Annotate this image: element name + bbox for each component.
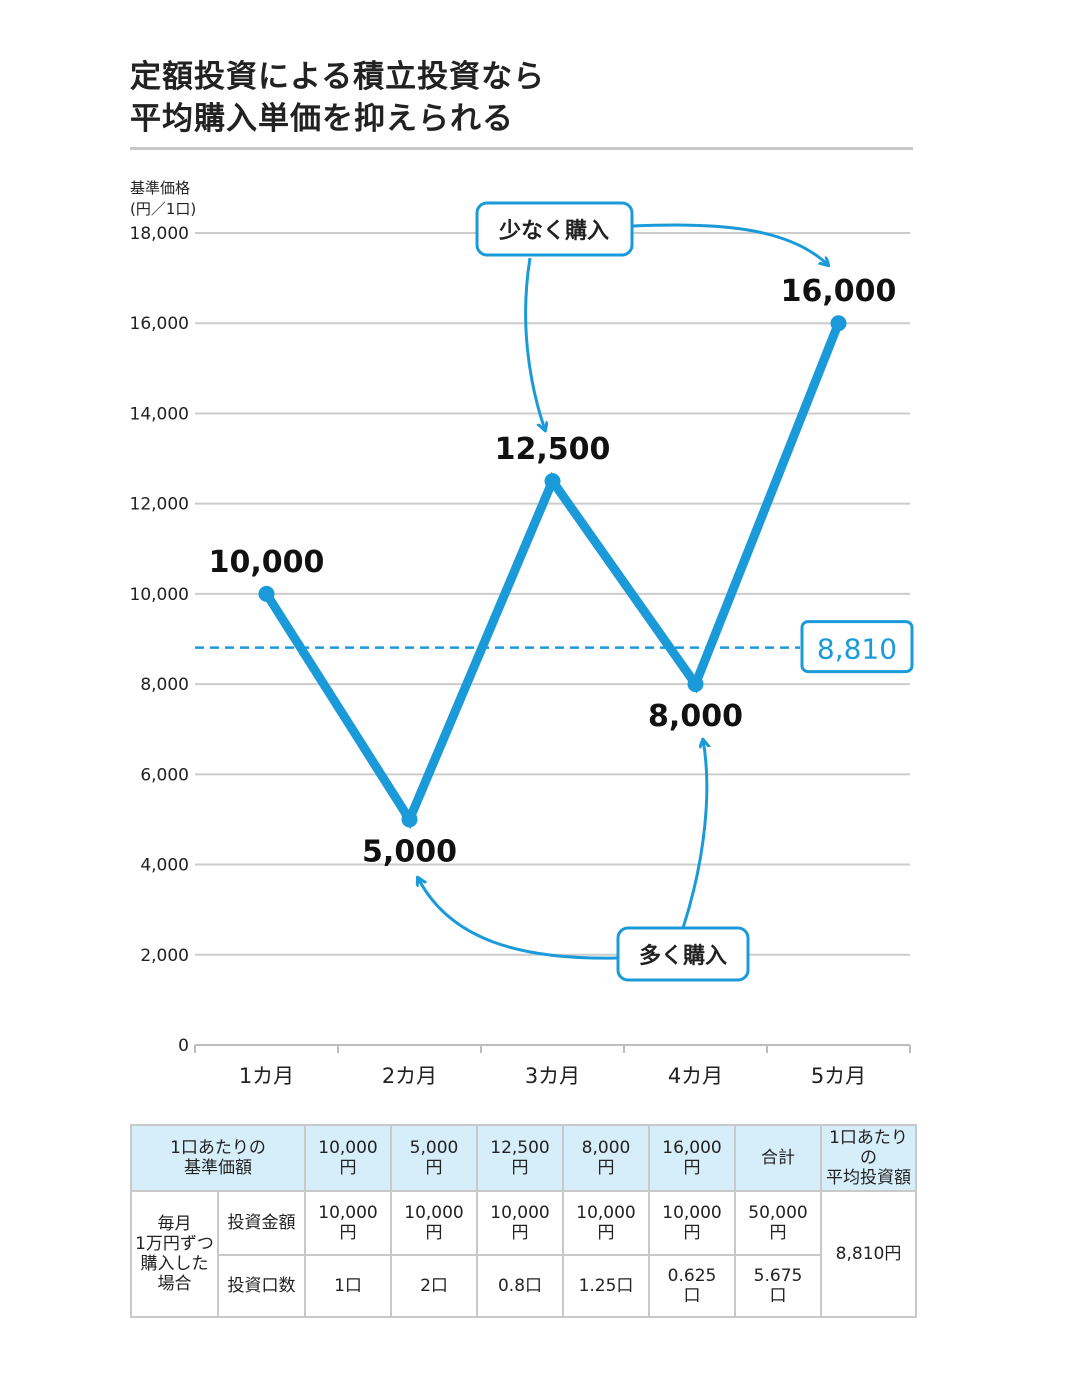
table-cell: 10,000 円 xyxy=(562,1190,651,1256)
table-header-cell: 合計 xyxy=(734,1124,823,1192)
data-label: 5,000 xyxy=(362,834,457,869)
arrow-buy-more-to-month2 xyxy=(418,878,619,960)
average-label-box xyxy=(800,620,914,674)
series-line xyxy=(262,321,843,830)
table-side-label: 毎月 1万円ずつ 購入した 場合 xyxy=(130,1190,219,1318)
table-cell: 5.675 口 xyxy=(734,1254,823,1318)
callout-buy-more-text: 多く購入 xyxy=(639,943,727,969)
y-tick-label: 6,000 xyxy=(140,765,189,785)
y-axis-label-line2: (円／1口) xyxy=(130,200,197,218)
data-point xyxy=(258,585,275,602)
x-tick-label: 3カ月 xyxy=(525,1064,580,1088)
title-divider xyxy=(130,147,913,150)
table-cell: 10,000 円 xyxy=(648,1190,737,1256)
table-header-cell: 10,000 円 xyxy=(304,1124,393,1192)
table-header-cell: 1口あたりの 平均投資額 xyxy=(820,1124,918,1192)
x-tick-label: 2カ月 xyxy=(382,1064,437,1088)
table-cell: 0.8口 xyxy=(476,1254,565,1318)
data-label: 12,500 xyxy=(495,432,611,467)
table-row: 投資口数 1口 2口 0.8口 1.25口 0.625 口 5.675 口 xyxy=(131,1254,916,1318)
table-cell: 10,000 円 xyxy=(304,1190,393,1256)
line-chart: 0 2,000 4,000 6,000 8,000 10,000 12,000 14,000 1… xyxy=(130,201,914,1088)
data-point xyxy=(544,473,561,490)
table-cell: 10,000 円 xyxy=(390,1190,479,1256)
table-header-cell: 8,000 円 xyxy=(562,1124,651,1192)
y-axis-label: 基準価格 (円／1口) xyxy=(130,178,196,220)
data-label: 8,000 xyxy=(648,699,743,734)
table-cell: 2口 xyxy=(390,1254,479,1318)
arrow-buy-less-to-month5 xyxy=(631,223,828,265)
x-tick-label: 1カ月 xyxy=(239,1064,294,1088)
y-tick-label: 14,000 xyxy=(130,404,189,424)
table-average-cell: 8,810円 xyxy=(820,1190,918,1318)
table-row-label: 投資口数 xyxy=(216,1254,307,1318)
data-point xyxy=(401,811,418,828)
y-tick-label: 12,000 xyxy=(130,495,189,515)
arrow-buy-more-to-month4 xyxy=(681,740,707,929)
table-cell: 10,000 円 xyxy=(476,1190,565,1256)
y-axis-label-line1: 基準価格 xyxy=(130,179,191,197)
average-label: 8,810 xyxy=(817,633,897,666)
chart-title-line1: 定額投資による積立投資なら xyxy=(130,59,546,95)
data-label: 16,000 xyxy=(781,274,897,309)
x-tick-label: 4カ月 xyxy=(668,1064,723,1088)
data-point xyxy=(687,676,704,693)
data-label: 10,000 xyxy=(209,545,325,580)
y-tick-label: 2,000 xyxy=(140,946,189,966)
y-tick-label: 16,000 xyxy=(130,314,189,334)
y-tick-label: 18,000 xyxy=(130,224,189,244)
investment-summary-table: 1口あたりの 基準価額 10,000 円 5,000 円 12,500 円 8,000 円… xyxy=(129,1124,918,1318)
table-header-cell: 16,000 円 xyxy=(648,1124,737,1192)
callout-buy-less-box xyxy=(475,201,634,257)
table-cell: 0.625 口 xyxy=(648,1254,737,1318)
chart-title-line2: 平均購入単価を抑えられる xyxy=(130,101,514,137)
table-row: 毎月 1万円ずつ 購入した 場合 投資金額 10,000 円 10,000 円 10,00… xyxy=(130,1190,918,1318)
y-tick-label: 0 xyxy=(178,1036,189,1056)
table-cell: 1口 xyxy=(304,1254,393,1318)
chart-title: 定額投資による積立投資なら 平均購入単価を抑えられる xyxy=(130,56,545,140)
table-cell: 50,000 円 xyxy=(734,1190,823,1256)
arrow-buy-less-to-month3 xyxy=(524,257,545,430)
table-header-row: 1口あたりの 基準価額 10,000 円 5,000 円 12,500 円 8,000 円… xyxy=(129,1124,918,1192)
y-tick-label: 4,000 xyxy=(140,856,189,876)
data-point xyxy=(830,315,847,332)
y-tick-label: 10,000 xyxy=(130,585,189,605)
y-tick-label: 8,000 xyxy=(140,675,189,695)
x-tick-label: 5カ月 xyxy=(811,1064,866,1088)
callout-buy-more-box xyxy=(616,926,750,982)
table-cell: 1.25口 xyxy=(562,1254,651,1318)
table-row-label: 投資金額 xyxy=(216,1190,307,1256)
callout-buy-less-text: 少なく購入 xyxy=(498,219,609,244)
table-header-cell: 12,500 円 xyxy=(476,1124,565,1192)
table-header-cell: 5,000 円 xyxy=(390,1124,479,1192)
table-header-cell: 1口あたりの 基準価額 xyxy=(129,1124,307,1192)
